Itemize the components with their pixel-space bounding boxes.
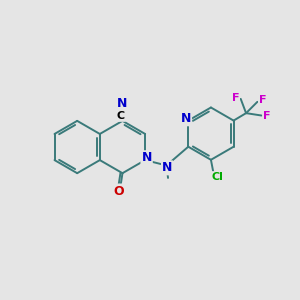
Text: F: F — [259, 95, 266, 105]
Text: N: N — [117, 97, 128, 110]
Text: N: N — [141, 151, 152, 164]
Text: N: N — [181, 112, 191, 125]
Text: C: C — [117, 111, 125, 121]
Text: O: O — [113, 184, 124, 197]
Text: F: F — [263, 111, 271, 121]
Text: F: F — [232, 93, 239, 103]
Text: Cl: Cl — [212, 172, 224, 182]
Text: N: N — [162, 161, 172, 174]
